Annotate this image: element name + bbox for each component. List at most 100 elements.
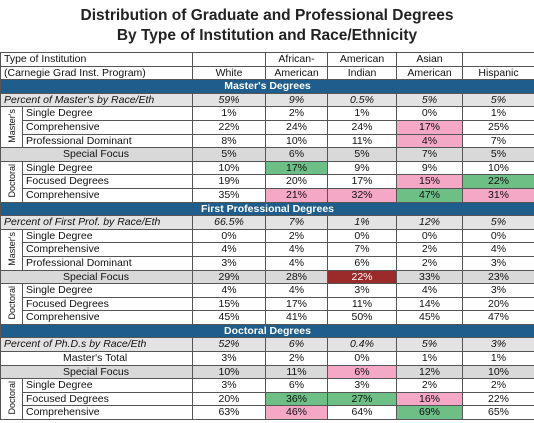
section-title: First Professional Degrees: [0, 201, 534, 217]
value-cell: 36%: [265, 391, 328, 407]
data-row: Special Focus 5% 6% 5% 7% 5%: [0, 147, 534, 162]
value-cell: 17%: [265, 296, 328, 312]
value-cell: 46%: [265, 405, 328, 421]
header-cell: American: [265, 65, 328, 81]
value-cell: 20%: [192, 391, 266, 407]
data-row: Doctoral Single Degree 4% 4% 3% 4% 3%: [0, 283, 534, 325]
data-row: Comprehensive 63% 46% 64% 69% 65%: [1, 405, 534, 421]
row-label: Comprehensive: [22, 242, 193, 257]
value-cell: 64%: [327, 405, 397, 421]
section-row: Master's Degrees: [0, 79, 534, 94]
row-label: Comprehensive: [22, 187, 193, 203]
data-row: Comprehensive 45% 41% 50% 45% 47%: [1, 310, 534, 325]
header-cell: American: [327, 52, 397, 67]
value-cell: 4%: [265, 255, 328, 271]
value-cell: 31%: [462, 187, 534, 203]
value-cell: 2%: [462, 378, 534, 393]
value-cell: 0%: [327, 228, 397, 244]
value-cell: 15%: [396, 174, 463, 189]
value-cell: 3%: [192, 378, 266, 393]
value-cell: 0%: [396, 106, 463, 121]
value-cell: 32%: [327, 187, 397, 203]
group-label: Master's: [0, 106, 23, 149]
group-text: Doctoral: [6, 286, 17, 320]
value-cell: 11%: [327, 133, 397, 149]
group-label: Master's: [0, 228, 23, 271]
row-label: Percent of Ph.D.s by Race/Eth: [0, 337, 193, 353]
degree-table: Type of Institution African- American Asian…: [0, 52, 534, 421]
value-cell: 1%: [462, 106, 534, 121]
value-cell: 2%: [396, 378, 463, 393]
header-cell: (Carnegie Grad Inst. Program): [0, 65, 193, 81]
section-title: Master's Degrees: [0, 79, 534, 94]
value-cell: 6%: [327, 364, 397, 380]
value-cell: 17%: [265, 160, 328, 176]
value-cell: 63%: [192, 405, 266, 421]
row-label: Special Focus: [0, 364, 193, 380]
value-cell: 69%: [396, 405, 463, 421]
group-label: Doctoral: [0, 160, 23, 203]
row-label: Focused Degrees: [22, 296, 193, 312]
data-row: Master's Single Degree 0% 2% 0% 0% 0%: [0, 228, 534, 271]
data-row: Special Focus 29% 28% 22% 33% 23%: [0, 269, 534, 285]
value-cell: 9%: [396, 160, 463, 176]
value-cell: 9%: [327, 160, 397, 176]
value-cell: 19%: [192, 174, 266, 189]
value-cell: 5%: [462, 147, 534, 162]
row-label: Comprehensive: [22, 119, 193, 135]
value-cell: 1%: [327, 215, 397, 230]
value-cell: 10%: [462, 364, 534, 380]
value-cell: 3%: [192, 255, 266, 271]
value-cell: 6%: [265, 147, 328, 162]
value-cell: 3%: [462, 337, 534, 353]
value-cell: 22%: [462, 391, 534, 407]
value-cell: 2%: [265, 351, 328, 366]
section-row: Doctoral Degrees: [0, 323, 534, 339]
value-cell: 1%: [327, 106, 397, 121]
value-cell: 6%: [265, 337, 328, 353]
value-cell: 22%: [192, 119, 266, 135]
data-row: Master's Single Degree 1% 2% 1% 0% 1%: [0, 106, 534, 149]
value-cell: 4%: [462, 242, 534, 257]
value-cell: 5%: [396, 337, 463, 353]
value-cell: 4%: [192, 242, 266, 257]
value-cell: 28%: [265, 269, 328, 285]
row-label: Single Degree: [22, 378, 193, 393]
value-cell: 0%: [396, 228, 463, 244]
row-label: Master's Total: [0, 351, 193, 366]
value-cell: 17%: [396, 119, 463, 135]
value-cell: 4%: [265, 283, 328, 298]
value-cell: 7%: [462, 133, 534, 149]
value-cell: 3%: [462, 283, 534, 298]
value-cell: 21%: [265, 187, 328, 203]
header-cell: African-: [265, 52, 328, 67]
data-row: Professional Dominant 3% 4% 6% 2% 3%: [1, 255, 534, 271]
summary-row: Percent of Master's by Race/Eth 59% 9% 0.5%…: [0, 92, 534, 108]
value-cell: 35%: [192, 187, 266, 203]
data-row: Professional Dominant 8% 10% 11% 4% 7%: [1, 133, 534, 149]
value-cell: 4%: [192, 283, 266, 298]
data-row: Focused Degrees 19% 20% 17% 15% 22%: [1, 174, 534, 189]
value-cell: 24%: [327, 119, 397, 135]
value-cell: 5%: [192, 147, 266, 162]
section-title: Doctoral Degrees: [0, 323, 534, 339]
value-cell: 17%: [327, 174, 397, 189]
value-cell: 6%: [265, 378, 328, 393]
value-cell: 1%: [396, 351, 463, 366]
value-cell: 22%: [462, 174, 534, 189]
header-cell: Hispanic: [462, 65, 534, 81]
value-cell: 5%: [462, 215, 534, 230]
value-cell: 12%: [396, 215, 463, 230]
value-cell: 65%: [462, 405, 534, 421]
data-row: Focused Degrees 20% 36% 27% 16% 22%: [1, 391, 534, 407]
value-cell: 5%: [462, 92, 534, 108]
value-cell: 66.5%: [192, 215, 266, 230]
value-cell: 0%: [462, 228, 534, 244]
value-cell: 20%: [265, 174, 328, 189]
header-cell: American: [396, 65, 463, 81]
group-text: Doctoral: [6, 381, 17, 415]
value-cell: 7%: [327, 242, 397, 257]
value-cell: 24%: [265, 119, 328, 135]
group-text: Doctoral: [6, 163, 17, 198]
